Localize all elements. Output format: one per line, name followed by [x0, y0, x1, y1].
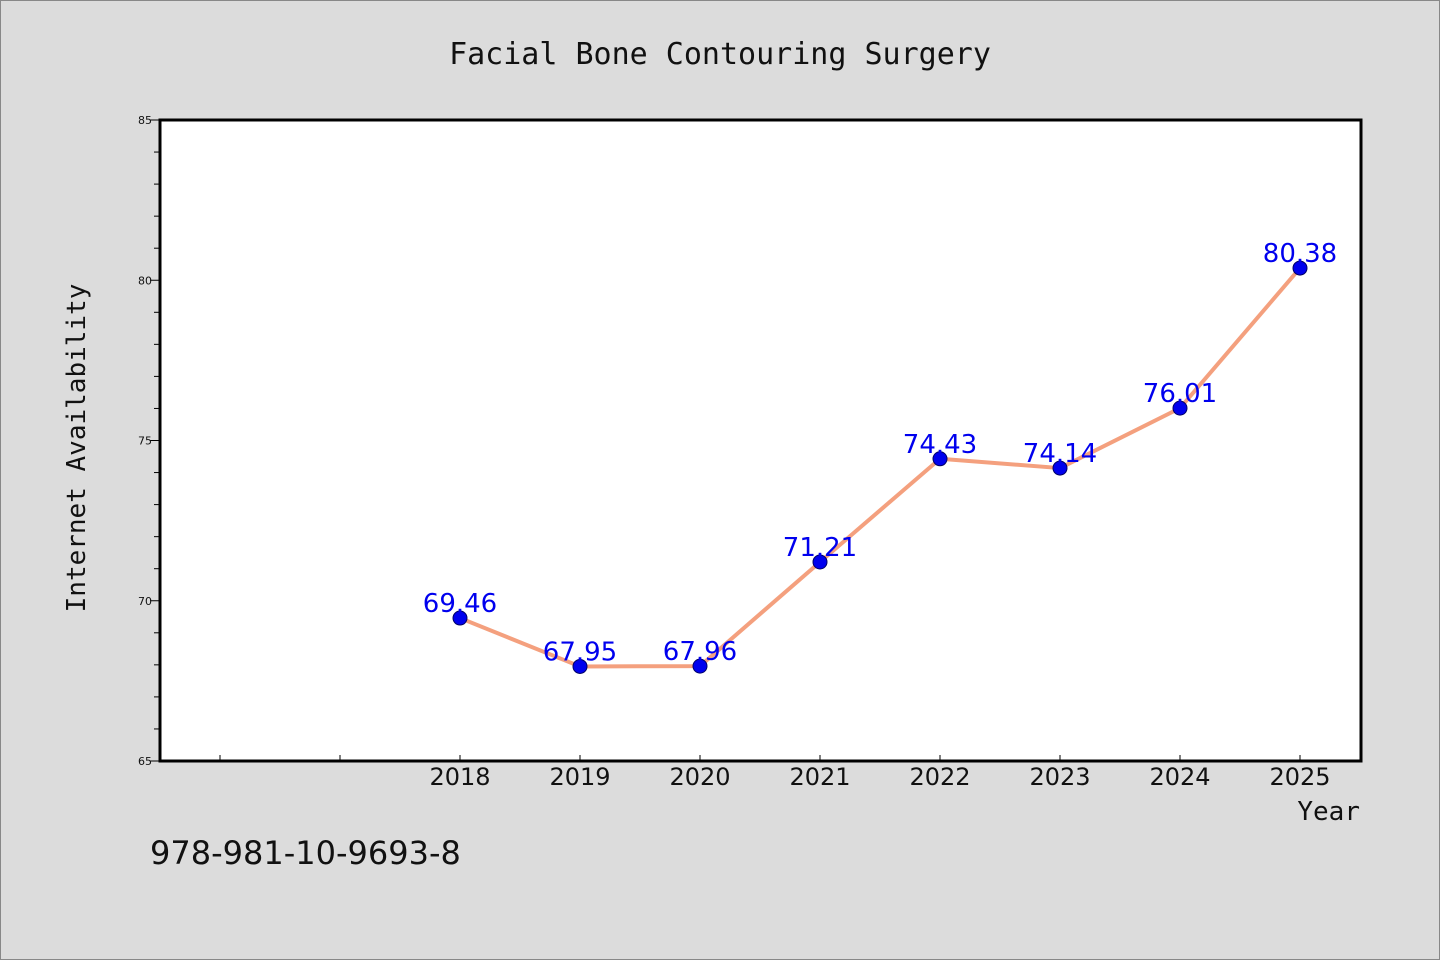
data-point — [692, 658, 708, 674]
y-tick-label: 85 — [138, 114, 152, 127]
x-tick-label: 2021 — [789, 763, 850, 791]
plot-area — [158, 118, 1363, 763]
x-tick-label: 2023 — [1029, 763, 1090, 791]
y-axis: 65 70 75 80 85 — [138, 114, 160, 768]
data-label: 69.46 — [423, 589, 497, 619]
y-tick-label: 70 — [138, 595, 152, 608]
data-point — [932, 451, 948, 467]
y-axis-label: Internet Availability — [62, 284, 92, 613]
chart-title: Facial Bone Contouring Surgery — [449, 37, 991, 72]
data-label: 74.14 — [1023, 439, 1097, 469]
data-point — [452, 610, 468, 626]
data-point — [1052, 460, 1068, 476]
data-label: 74.43 — [903, 430, 977, 460]
data-point — [812, 554, 828, 570]
x-tick-label: 2025 — [1269, 763, 1330, 791]
data-label: 76.01 — [1143, 379, 1217, 409]
y-tick-label: 65 — [138, 755, 152, 768]
x-axis-label: Year — [1297, 797, 1360, 827]
x-tick-label: 2018 — [429, 763, 490, 791]
data-label: 71.21 — [783, 533, 857, 563]
data-label: 67.96 — [663, 637, 737, 667]
data-point — [1292, 260, 1308, 276]
data-label: 80.38 — [1263, 239, 1337, 269]
x-axis: 2018 2019 2020 2021 2022 2023 2024 2025 — [219, 755, 1331, 791]
y-tick-label: 80 — [138, 274, 152, 287]
x-tick-label: 2024 — [1149, 763, 1210, 791]
x-tick-label: 2022 — [909, 763, 970, 791]
data-point — [572, 658, 588, 674]
series-line — [459, 266, 1302, 669]
x-tick-label: 2020 — [669, 763, 730, 791]
y-tick-label: 75 — [138, 435, 152, 448]
data-label: 67.95 — [543, 637, 617, 667]
x-tick-label: 2019 — [549, 763, 610, 791]
data-point — [1172, 400, 1188, 416]
isbn-text: 978-981-10-9693-8 — [150, 834, 461, 872]
series-group: 69.46 67.95 67.96 71.21 74.43 74.14 76.01 80.38 — [423, 239, 1337, 674]
